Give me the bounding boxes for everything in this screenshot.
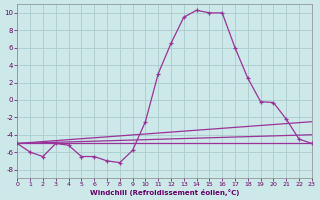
X-axis label: Windchill (Refroidissement éolien,°C): Windchill (Refroidissement éolien,°C) [90,189,239,196]
